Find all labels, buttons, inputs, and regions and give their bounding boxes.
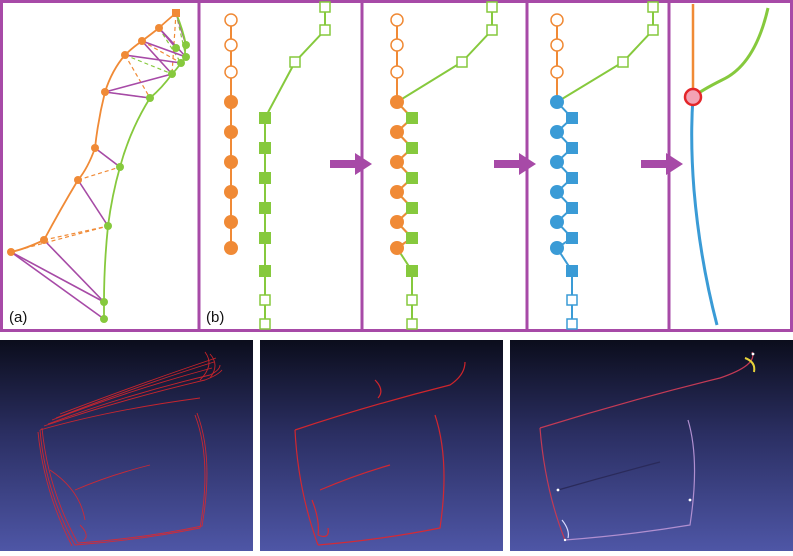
- arrow-icon: [641, 153, 683, 175]
- render-merged-curves: [510, 340, 793, 551]
- render-matched-strokes: [260, 340, 503, 551]
- orange-filled-circles-b1: [224, 95, 238, 255]
- arrow-icon: [330, 153, 372, 175]
- green-filled-squares-b1: [259, 112, 271, 277]
- panel-b3-merged: [550, 1, 659, 330]
- label-b: (b): [206, 309, 225, 326]
- orange-open-circles-b1: [224, 13, 238, 79]
- panel-b2-matching: [390, 1, 498, 330]
- figure-frame: [0, 0, 793, 332]
- top-figure-svg: [0, 0, 793, 332]
- green-nodes-a: [100, 41, 190, 323]
- orange-nodes-a: [7, 9, 180, 256]
- label-a: (a): [9, 309, 28, 326]
- panel-a-correspondence: [7, 9, 190, 323]
- top-figure: [0, 0, 793, 332]
- orange-curve-a: [10, 12, 177, 253]
- panel-b1-chains: [224, 1, 331, 330]
- dashed-links: [10, 12, 187, 303]
- junction-node: [683, 87, 703, 107]
- render-raw-strokes: [0, 340, 253, 551]
- panel-b4-result: [683, 4, 770, 326]
- match-links: [10, 12, 187, 320]
- green-open-squares-b1: [259, 1, 331, 330]
- arrow-icon: [494, 153, 536, 175]
